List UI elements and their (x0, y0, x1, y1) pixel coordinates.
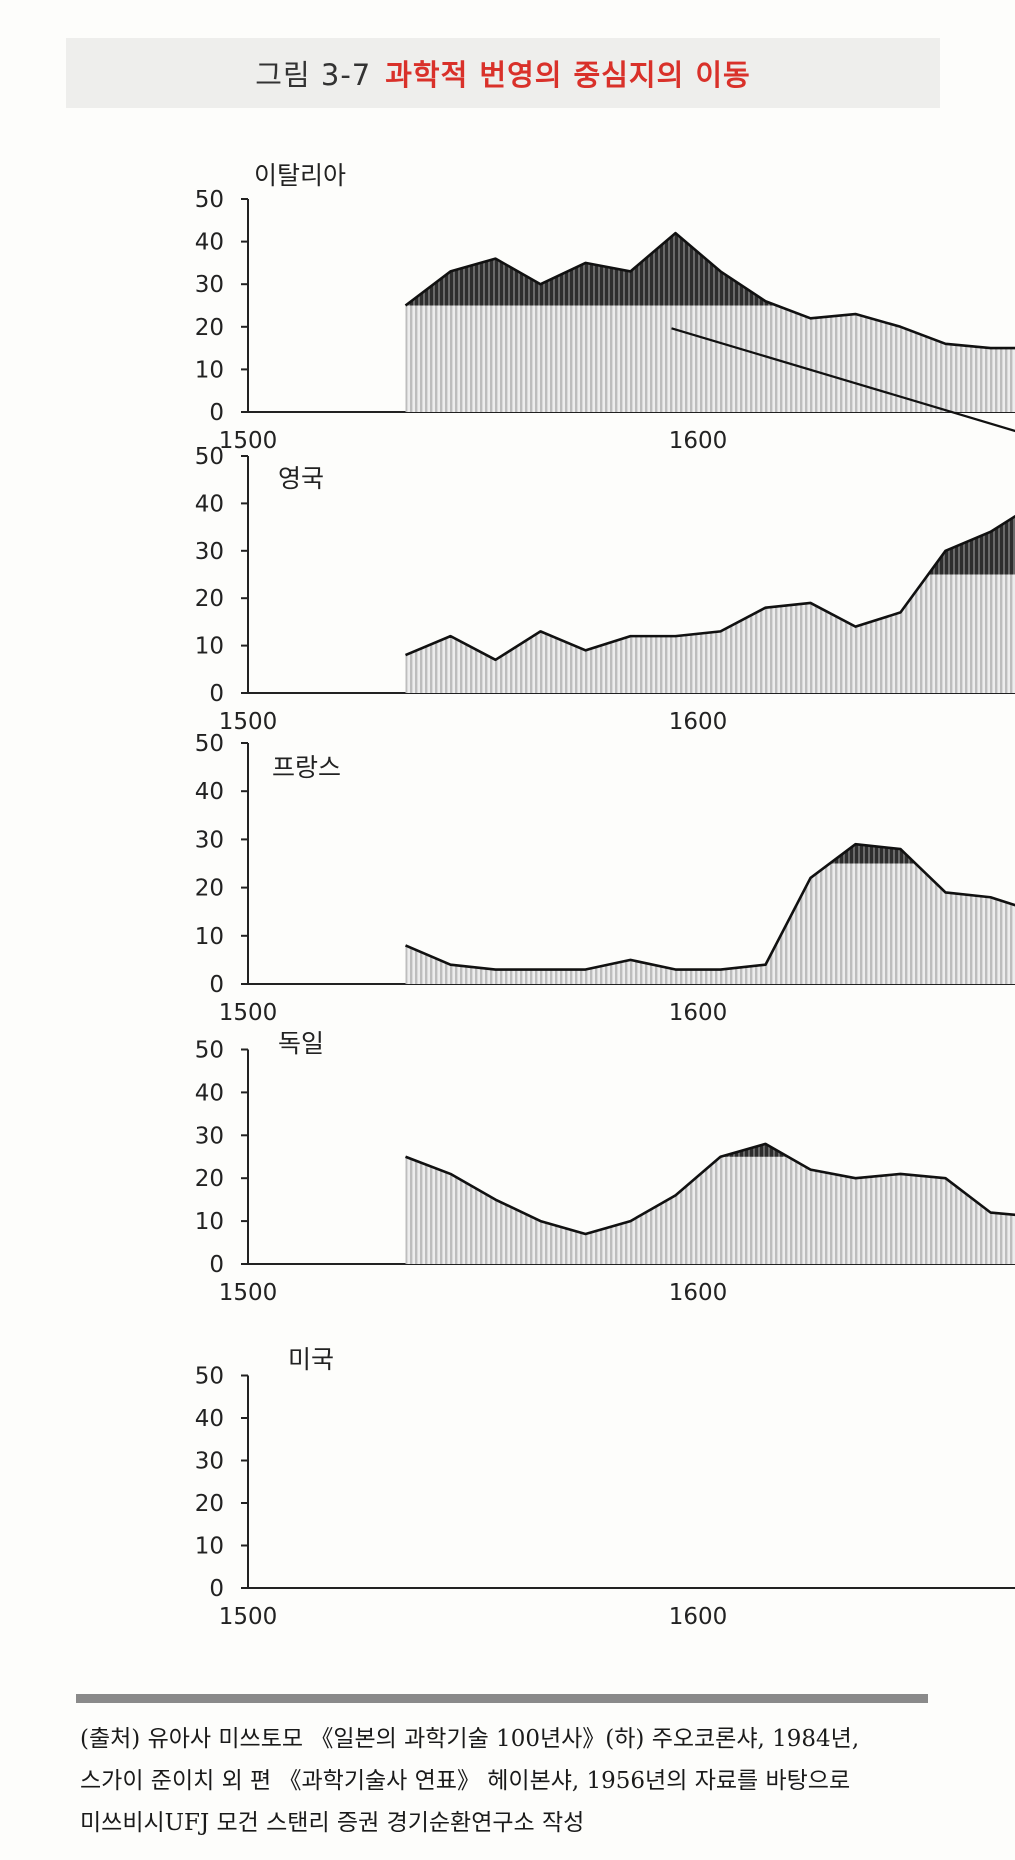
chart-panel-1: 0102030405015001600170018001900(년)이탈리아 (195, 161, 1015, 454)
x-tick-label: 1600 (669, 1000, 728, 1026)
divider-rule (76, 1694, 928, 1703)
x-tick-label: 1500 (219, 1280, 278, 1306)
y-tick-label: 10 (195, 357, 224, 383)
area-fill-light (405, 844, 1015, 984)
series-line (404, 842, 1015, 971)
y-tick-label: 30 (195, 827, 224, 853)
area-fill-peak (405, 233, 777, 306)
y-tick-label: 20 (195, 1166, 224, 1192)
y-tick-label: 50 (195, 187, 224, 213)
source-note: (출처) 유아사 미쓰토모 《일본의 과학기술 100년사》(하) 주오코론샤,… (80, 1718, 950, 1844)
y-tick-label: 20 (195, 315, 224, 341)
y-tick-label: 0 (209, 1576, 224, 1602)
figure-title-bar: 그림 3-7 과학적 번영의 중심지의 이동 (66, 38, 940, 108)
y-tick-label: 0 (209, 681, 224, 707)
y-tick-label: 40 (195, 230, 224, 256)
country-label: 이탈리아 (254, 161, 346, 190)
series-line (404, 231, 1015, 350)
y-tick-label: 30 (195, 272, 224, 298)
y-tick-label: 0 (209, 1252, 224, 1278)
x-tick-label: 1600 (669, 709, 728, 735)
y-tick-label: 20 (195, 1491, 224, 1517)
country-label: 영국 (278, 464, 324, 493)
country-label: 미국 (288, 1345, 334, 1374)
series-line (405, 1142, 1015, 1236)
y-tick-label: 40 (195, 491, 224, 517)
arrows-layer (671, 327, 1015, 433)
area-fill-light (405, 1143, 1015, 1264)
chart-panel-4: 0102030405015001600170018001900(년)독일 (195, 1029, 1015, 1306)
y-tick-label: 30 (195, 1123, 224, 1149)
y-tick-label: 40 (195, 1406, 224, 1432)
y-tick-label: 20 (195, 876, 224, 902)
y-tick-label: 10 (195, 1209, 224, 1235)
area-fill-light (405, 516, 1015, 693)
y-tick-label: 0 (209, 972, 224, 998)
source-line-3: 미쓰비시UFJ 모건 스탠리 증권 경기순환연구소 작성 (80, 1810, 585, 1836)
y-tick-label: 30 (195, 1449, 224, 1475)
x-tick-label: 1600 (669, 1604, 728, 1630)
y-tick-label: 10 (195, 634, 224, 660)
chart-panel-3: 0102030405015001600170018001900(년)프랑스 (195, 731, 1015, 1026)
charts-canvas: 0102030405015001600170018001900(년)이탈리아01… (195, 161, 1015, 1630)
figure-number: 그림 3-7 (255, 58, 372, 92)
x-tick-label: 1500 (219, 1604, 278, 1630)
chart-panel-5: 0102030405015001600170018001900(년)미국 (195, 1345, 1015, 1630)
series-line (404, 514, 1015, 662)
area-fill-peak (405, 1143, 788, 1157)
y-tick-label: 0 (209, 400, 224, 426)
shift-arrow (671, 327, 1015, 433)
x-tick-label: 1600 (669, 428, 728, 454)
y-tick-label: 50 (195, 1364, 224, 1390)
y-tick-label: 10 (195, 924, 224, 950)
x-tick-label: 1600 (669, 1280, 728, 1306)
y-tick-label: 50 (195, 1038, 224, 1064)
x-tick-label: 1500 (219, 1000, 278, 1026)
source-line-1: (출처) 유아사 미쓰토모 《일본의 과학기술 100년사》(하) 주오코론샤,… (80, 1726, 860, 1752)
y-tick-label: 40 (195, 1080, 224, 1106)
figure-title: 과학적 번영의 중심지의 이동 (385, 58, 751, 92)
country-label: 프랑스 (272, 753, 341, 782)
y-tick-label: 50 (195, 444, 224, 470)
y-tick-label: 10 (195, 1534, 224, 1560)
y-tick-label: 20 (195, 586, 224, 612)
x-tick-label: 1500 (219, 428, 278, 454)
y-tick-label: 30 (195, 539, 224, 565)
y-tick-label: 50 (195, 731, 224, 757)
y-tick-label: 40 (195, 779, 224, 805)
chart-panel-2: 0102030405015001600170018001900(년)영국 (195, 444, 1015, 735)
source-line-2: 스가이 준이치 외 편 《과학기술사 연표》 헤이본샤, 1956년의 자료를 … (80, 1768, 851, 1794)
country-label: 독일 (278, 1029, 324, 1058)
x-tick-label: 1500 (219, 709, 278, 735)
